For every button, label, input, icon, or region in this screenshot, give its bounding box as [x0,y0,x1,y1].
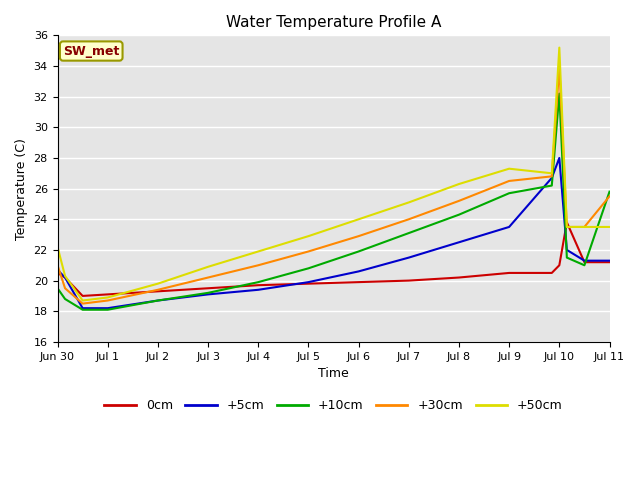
+50cm [79,298,86,303]
+50cm [61,273,69,279]
+50cm [305,233,312,239]
+10cm [405,230,413,236]
+50cm [355,216,362,222]
+30cm [563,224,571,230]
+5cm [405,255,413,261]
0cm [54,270,61,276]
+30cm [355,233,362,239]
+30cm [580,224,588,230]
+5cm [79,305,86,311]
+10cm [506,191,513,196]
0cm [556,263,563,268]
Y-axis label: Temperature (C): Temperature (C) [15,138,28,240]
+10cm [556,91,563,96]
0cm [61,275,69,280]
+50cm [563,224,571,230]
+10cm [305,265,312,271]
+10cm [204,290,212,296]
Text: SW_met: SW_met [63,45,120,58]
+30cm [204,275,212,280]
+5cm [54,267,61,273]
+5cm [355,268,362,274]
+10cm [563,255,571,261]
+10cm [605,189,613,194]
+50cm [54,244,61,250]
+30cm [79,300,86,306]
+10cm [79,307,86,312]
+10cm [548,183,556,189]
+30cm [54,263,61,268]
+30cm [154,287,162,293]
+30cm [506,178,513,184]
+50cm [154,281,162,287]
Legend: 0cm, +5cm, +10cm, +30cm, +50cm: 0cm, +5cm, +10cm, +30cm, +50cm [99,394,568,417]
0cm [255,282,262,288]
+5cm [556,155,563,161]
+10cm [455,212,463,217]
+5cm [305,279,312,285]
+30cm [305,249,312,254]
Line: 0cm: 0cm [58,222,609,296]
+50cm [104,295,111,300]
0cm [506,270,513,276]
0cm [548,270,556,276]
Title: Water Temperature Profile A: Water Temperature Profile A [226,15,441,30]
+10cm [154,298,162,303]
+50cm [405,200,413,205]
+10cm [61,296,69,302]
0cm [355,279,362,285]
+5cm [563,247,571,253]
+50cm [204,264,212,270]
0cm [563,219,571,225]
+5cm [506,224,513,230]
+5cm [255,287,262,293]
0cm [605,259,613,265]
+30cm [548,173,556,179]
0cm [305,281,312,287]
+5cm [61,275,69,280]
+30cm [255,263,262,268]
Line: +10cm: +10cm [58,94,609,310]
+5cm [104,305,111,311]
+5cm [605,258,613,264]
0cm [204,286,212,291]
+5cm [455,240,463,245]
0cm [154,288,162,294]
0cm [405,278,413,284]
+30cm [104,298,111,303]
+30cm [405,216,413,222]
+30cm [605,193,613,199]
+50cm [556,45,563,50]
+10cm [255,279,262,285]
0cm [580,259,588,265]
+30cm [61,286,69,291]
+50cm [455,181,463,187]
0cm [79,293,86,299]
+50cm [506,166,513,171]
Line: +30cm: +30cm [58,66,609,303]
+30cm [455,198,463,204]
+10cm [104,307,111,312]
+10cm [580,263,588,268]
+5cm [154,298,162,303]
+30cm [556,63,563,69]
+5cm [580,258,588,264]
+50cm [255,249,262,254]
Line: +5cm: +5cm [58,158,609,308]
+50cm [605,224,613,230]
+10cm [54,286,61,291]
0cm [455,275,463,280]
X-axis label: Time: Time [318,367,349,380]
+50cm [548,170,556,176]
+50cm [580,224,588,230]
+5cm [548,175,556,181]
Line: +50cm: +50cm [58,48,609,300]
+10cm [355,249,362,254]
0cm [104,291,111,297]
+5cm [204,291,212,297]
